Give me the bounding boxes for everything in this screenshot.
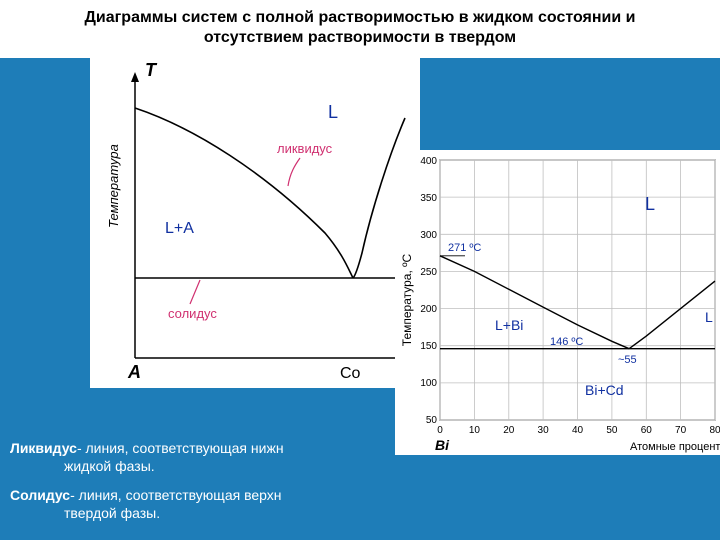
svg-text:50: 50 [606, 425, 618, 436]
chart2-yticks: 50 100 150 200 250 300 350 400 [420, 156, 437, 426]
svg-text:10: 10 [469, 425, 481, 436]
svg-text:250: 250 [420, 267, 437, 278]
svg-text:20: 20 [503, 425, 515, 436]
svg-text:150: 150 [420, 341, 437, 352]
svg-text:80: 80 [709, 425, 720, 436]
svg-text:100: 100 [420, 378, 437, 389]
svg-text:350: 350 [420, 193, 437, 204]
chart2-xlabel: Атомные проценты Cd [630, 441, 720, 453]
chart1-liquidus-label: ликвидус [277, 141, 333, 156]
chart2-x-left: Bi [435, 437, 450, 453]
chart-bi-cd: 50 100 150 200 250 300 350 400 0 10 20 3… [395, 150, 720, 455]
slide-title: Диаграммы систем с полной растворимостью… [0, 0, 720, 58]
def-solidus-term: Солидус [10, 487, 70, 503]
chart2-region-LBi: L+Bi [495, 317, 523, 333]
svg-text:70: 70 [675, 425, 687, 436]
def-solidus-rest: - линия, соответствующая верхн [70, 487, 281, 503]
chart2-271: 271 ºC [448, 242, 481, 254]
chart2-146: 146 ºC [550, 336, 583, 348]
def-liquidus-term: Ликвидус [10, 440, 77, 456]
chart2-xticks: 0 10 20 30 40 50 60 70 80 [437, 425, 720, 436]
def-liquidus-line2: жидкой фазы. [10, 457, 400, 475]
chart2-ylabel: Температура, ºС [400, 253, 414, 346]
svg-text:300: 300 [420, 230, 437, 241]
charts-area: T Температура L L+A ликвидус солидус A С… [0, 58, 720, 438]
definitions-block: Ликвидус- линия, соответствующая нижн жи… [0, 439, 400, 532]
chart1-region-LA: L+A [165, 220, 194, 237]
chart2-region-BiCd: Bi+Cd [585, 382, 624, 398]
chart2-region-LCd: L [705, 309, 713, 325]
def-liquidus-rest: - линия, соответствующая нижн [77, 440, 284, 456]
def-liquidus: Ликвидус- линия, соответствующая нижн жи… [0, 439, 400, 475]
svg-text:50: 50 [426, 415, 438, 426]
svg-text:400: 400 [420, 156, 437, 167]
chart-schematic: T Температура L L+A ликвидус солидус A С… [90, 58, 420, 388]
chart1-region-L: L [328, 102, 338, 122]
chart1-ylabel: T [145, 60, 158, 80]
chart1-solidus-label: солидус [168, 306, 217, 321]
chart1-x-right: Со [340, 365, 361, 382]
chart2-55: ~55 [618, 354, 637, 366]
chart2-region-L: L [645, 194, 655, 214]
chart1-ycaption: Температура [106, 144, 121, 228]
svg-text:60: 60 [641, 425, 653, 436]
chart2-svg: 50 100 150 200 250 300 350 400 0 10 20 3… [395, 150, 720, 455]
svg-text:30: 30 [538, 425, 550, 436]
title-line-2: отсутствием растворимости в твердом [204, 29, 516, 46]
def-solidus: Солидус- линия, соответствующая верхн тв… [0, 486, 400, 522]
title-line-1: Диаграммы систем с полной растворимостью… [85, 9, 636, 26]
svg-text:200: 200 [420, 304, 437, 315]
chart1-svg: T Температура L L+A ликвидус солидус A С… [90, 58, 420, 388]
def-solidus-line2: твердой фазы. [10, 504, 400, 522]
svg-text:0: 0 [437, 425, 443, 436]
svg-text:40: 40 [572, 425, 584, 436]
chart1-x-left: A [127, 362, 141, 382]
